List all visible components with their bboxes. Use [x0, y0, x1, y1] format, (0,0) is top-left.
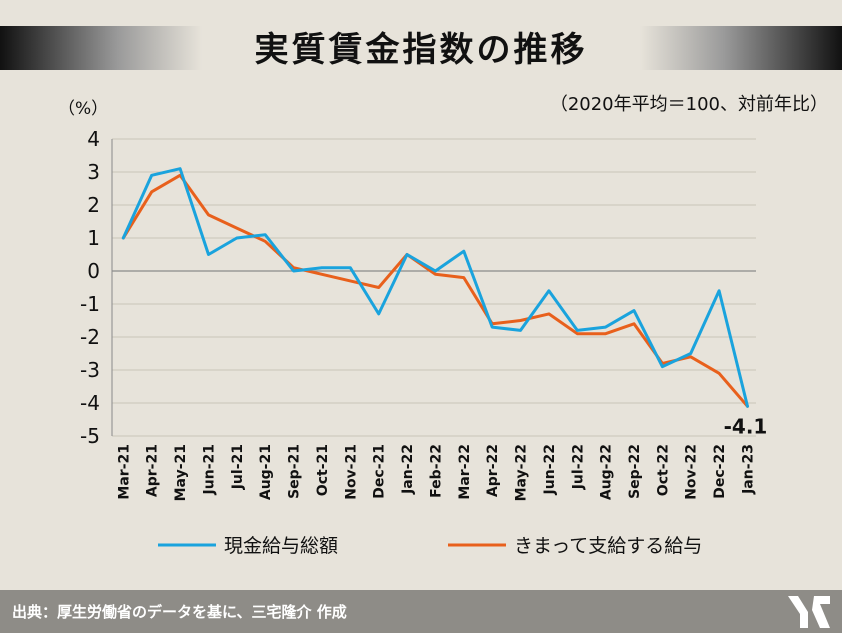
- x-tick-label: Aug-22: [599, 444, 615, 500]
- y-tick-label: 2: [87, 193, 100, 217]
- y-tick-label: 4: [87, 127, 100, 151]
- footer-bar: 出典：厚生労働省のデータを基に、三宅隆介 作成: [0, 590, 842, 633]
- x-tick-label: Apr-22: [485, 444, 501, 497]
- y-tick-label: 3: [87, 160, 100, 184]
- x-tick-label: Apr-21: [145, 444, 161, 497]
- y-axis-unit-label: （%）: [58, 99, 109, 119]
- chart-subtitle: （2020年平均＝100、対前年比）: [549, 94, 828, 115]
- y-tick-label: 1: [87, 226, 100, 250]
- x-tick-label: Jan-23: [740, 444, 756, 495]
- source-credit: 出典：厚生労働省のデータを基に、三宅隆介 作成: [12, 603, 347, 621]
- x-tick-label: Dec-21: [372, 444, 388, 499]
- x-tick-label: Dec-22: [712, 444, 728, 499]
- x-tick-label: May-21: [173, 444, 189, 501]
- x-tick-label: Jul-22: [570, 444, 586, 490]
- x-tick-label: Oct-22: [655, 444, 671, 496]
- y-tick-label: -5: [80, 424, 100, 448]
- x-tick-label: Mar-22: [457, 444, 473, 500]
- annotation-label: -4.1: [724, 414, 768, 438]
- x-tick-label: Sep-22: [627, 444, 643, 499]
- x-tick-label: Feb-22: [428, 444, 444, 498]
- x-tick-label: Nov-21: [343, 444, 359, 500]
- y-tick-label: -1: [80, 292, 100, 316]
- line-chart: 4 3 2 1 0 -1 -2 -3 -4 -5 Mar-21 Apr-21 May-21 Jun-21 J…: [80, 127, 768, 557]
- x-tick-label: Jul-21: [230, 444, 246, 490]
- series-line-total-cash-earnings: [121, 167, 749, 408]
- x-tick-label: Oct-21: [315, 444, 331, 496]
- y-tick-label: -3: [80, 358, 100, 382]
- x-tick-label: Sep-21: [287, 444, 303, 499]
- series-line-scheduled-earnings: [121, 173, 749, 408]
- y-tick-label: -4: [80, 391, 100, 415]
- logo-icon: [788, 596, 830, 628]
- x-tick-label: Jun-21: [201, 444, 217, 495]
- x-tick-label: May-22: [514, 444, 530, 501]
- y-tick-label: 0: [87, 259, 100, 283]
- x-tick-label: Aug-21: [258, 444, 274, 500]
- x-tick-label: Jan-22: [400, 444, 416, 495]
- x-tick-label: Mar-21: [116, 444, 132, 500]
- legend-label: 現金給与総額: [224, 535, 338, 557]
- title-band: [0, 26, 842, 70]
- y-tick-label: -2: [80, 325, 100, 349]
- x-tick-label: Nov-22: [684, 444, 700, 500]
- x-tick-label: Jun-22: [542, 444, 558, 495]
- chart-title: 実質賃金指数の推移: [254, 30, 588, 70]
- legend-label: きまって支給する給与: [514, 535, 702, 557]
